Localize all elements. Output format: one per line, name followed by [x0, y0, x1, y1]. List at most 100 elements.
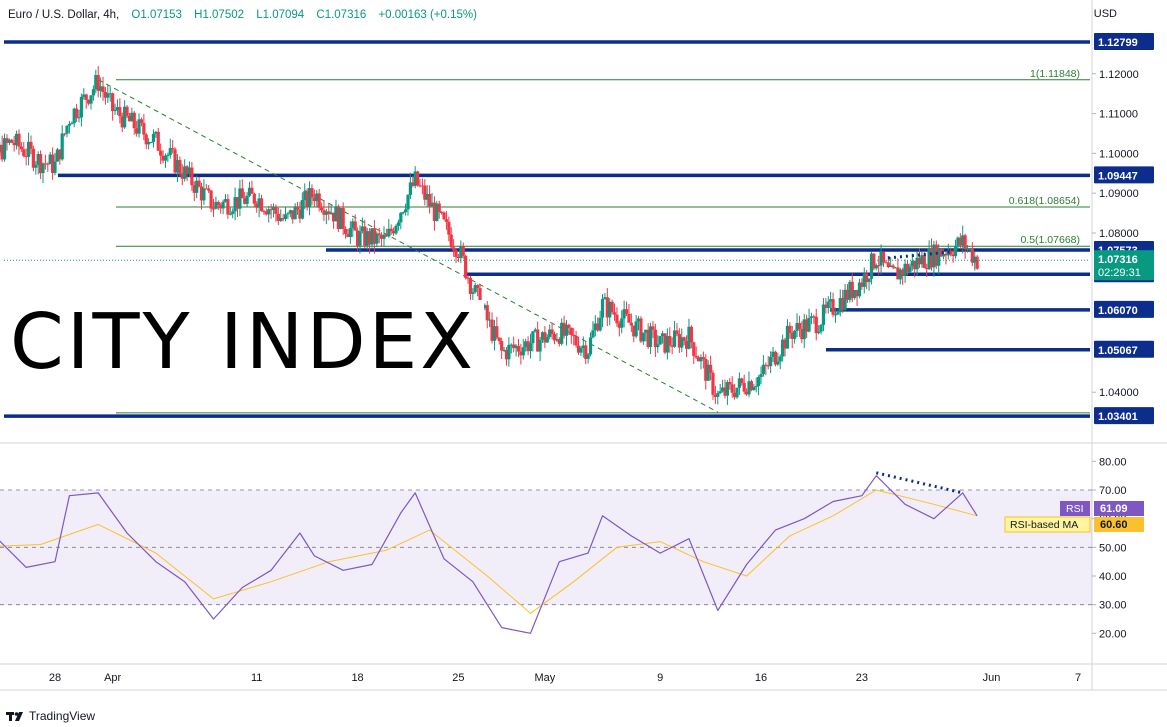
- candle-body: [754, 386, 758, 388]
- candle-body: [639, 318, 643, 342]
- candle-body: [394, 225, 398, 234]
- candle-body: [391, 231, 396, 234]
- candle-body: [807, 317, 811, 332]
- time-tick-label: 11: [251, 672, 262, 684]
- candle-body: [910, 260, 914, 267]
- price-tick-label: 1.12000: [1099, 69, 1139, 81]
- candle-body: [488, 319, 492, 321]
- level-axis-label: 1.06070: [1098, 305, 1138, 317]
- candle-body: [586, 354, 590, 359]
- currency-label[interactable]: USD: [1093, 8, 1117, 20]
- candle-body: [336, 206, 340, 230]
- candle-body: [860, 282, 864, 287]
- candle-body: [452, 247, 456, 251]
- candle-body: [893, 267, 898, 269]
- candle-body: [557, 339, 561, 344]
- candle-body: [202, 188, 206, 201]
- candle-body: [965, 248, 970, 250]
- candle-body: [848, 281, 852, 300]
- candle-body: [233, 197, 237, 212]
- candle-body: [428, 194, 432, 207]
- tradingview-footer[interactable]: TradingView: [6, 709, 95, 723]
- candle-body: [286, 213, 290, 215]
- candle-body: [14, 133, 19, 146]
- candle-body: [567, 324, 571, 328]
- symbol-label[interactable]: Euro / U.S. Dollar, 4h,: [8, 9, 120, 21]
- candle-body: [324, 211, 328, 215]
- candle-body: [476, 285, 480, 289]
- candle-body: [418, 185, 422, 187]
- candle-body: [41, 163, 45, 174]
- candle-body: [127, 115, 132, 122]
- candle-body: [38, 154, 43, 174]
- candle-body: [857, 282, 862, 297]
- candle-body: [331, 212, 336, 222]
- candle-body: [34, 164, 38, 168]
- level-axis-label: 1.03401: [1098, 411, 1138, 423]
- candle-body: [723, 387, 727, 396]
- candle-body: [872, 253, 876, 269]
- candle-body: [730, 384, 734, 393]
- tradingview-logo-icon: [6, 712, 23, 721]
- candle-body: [130, 112, 134, 122]
- candle-body: [817, 331, 821, 334]
- time-tick-label: 28: [49, 672, 61, 684]
- candle-body: [159, 150, 163, 156]
- dashed-trendline: [97, 79, 719, 413]
- candle-body: [252, 193, 256, 204]
- candle-body: [317, 193, 321, 208]
- candle-body: [927, 248, 931, 270]
- candle-body: [17, 133, 21, 147]
- candle-body: [941, 253, 946, 257]
- candle-body: [711, 372, 715, 395]
- candle-body: [226, 199, 230, 215]
- close-value: C1.07316: [316, 9, 367, 21]
- candle-body: [850, 281, 854, 298]
- candle-body: [300, 199, 304, 219]
- candle-body: [672, 330, 677, 347]
- candle-body: [214, 201, 218, 209]
- candle-body: [502, 349, 506, 351]
- candle-body: [867, 278, 871, 283]
- candle-body: [737, 378, 742, 388]
- candle-body: [716, 393, 720, 397]
- candle-body: [485, 305, 489, 321]
- countdown-label: 02:29:31: [1098, 267, 1141, 279]
- time-tick-label: 9: [657, 672, 663, 684]
- last-price-label: 1.07316: [1098, 254, 1138, 266]
- candle-body: [610, 301, 614, 313]
- candle-body: [781, 339, 785, 357]
- candle-body: [596, 323, 600, 331]
- price-tick-label: 1.04000: [1099, 387, 1139, 399]
- candle-body: [375, 233, 379, 244]
- rsi-divergence-line: [875, 471, 964, 495]
- candle-body: [651, 326, 655, 330]
- candle-body: [108, 93, 112, 95]
- candle-body: [920, 255, 924, 265]
- candle-body: [147, 142, 151, 145]
- candle-body: [603, 297, 607, 300]
- candle-body: [562, 322, 566, 336]
- candle-body: [725, 382, 729, 396]
- candle-body: [355, 230, 360, 246]
- candle-body: [581, 345, 585, 349]
- candle-body: [641, 332, 645, 342]
- candle-body: [440, 212, 444, 214]
- candle-body: [896, 267, 900, 280]
- rsi-ma-name-label: RSI-based MA: [1010, 519, 1078, 531]
- candle-body: [922, 255, 926, 269]
- rsi-tick-label: 30.00: [1099, 600, 1127, 612]
- candle-body: [742, 383, 746, 392]
- rsi-name-label: RSI: [1066, 503, 1084, 515]
- candle-body: [785, 325, 790, 349]
- candle-body: [564, 324, 569, 336]
- candle-body: [675, 330, 679, 335]
- candle-body: [800, 329, 804, 340]
- candle-body: [889, 265, 893, 268]
- candle-body: [199, 186, 204, 201]
- candle-body: [118, 107, 122, 117]
- candle-body: [605, 297, 609, 318]
- candle-body: [814, 316, 818, 334]
- candle-body: [483, 305, 487, 309]
